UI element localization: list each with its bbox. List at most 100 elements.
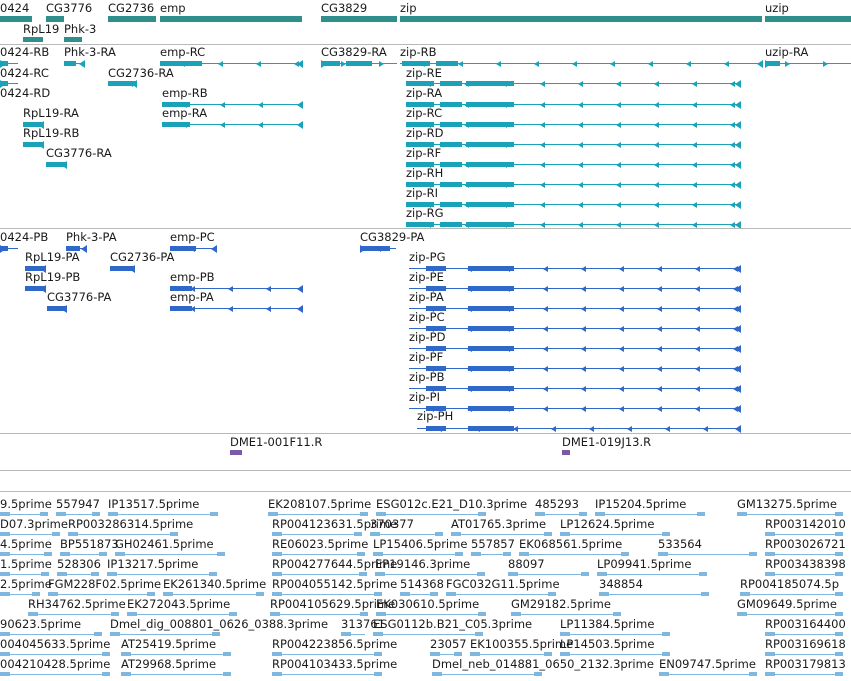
est-feature[interactable] [376, 612, 386, 616]
est-feature[interactable] [44, 552, 52, 556]
est-feature[interactable] [341, 632, 351, 636]
transcript-zip-rh-exon[interactable] [466, 182, 514, 187]
est-feature[interactable] [701, 592, 709, 596]
est-feature[interactable] [272, 552, 282, 556]
protein-emp-pa-exon[interactable] [170, 306, 192, 311]
est-feature[interactable] [835, 532, 843, 536]
protein-emp-pc-exon[interactable] [170, 246, 196, 251]
transcript-zip-rc-exon[interactable] [406, 122, 434, 127]
gene-rpl19[interactable] [23, 37, 43, 42]
est-feature[interactable] [376, 512, 386, 516]
est-feature[interactable] [621, 552, 629, 556]
transcript-zip-rg-exon[interactable] [440, 222, 462, 227]
est-feature[interactable] [108, 512, 118, 516]
est-feature[interactable] [229, 612, 237, 616]
transcript-zip-rd-exon[interactable] [466, 142, 514, 147]
transcript-cg3776-ra-exon[interactable] [46, 162, 66, 167]
est-feature[interactable] [121, 672, 131, 676]
protein-rpl19-pa-exon[interactable] [25, 266, 45, 271]
protein-zip-pe-exon[interactable] [426, 286, 446, 291]
transcript-phk3-ra-exon[interactable] [64, 61, 76, 66]
gene-zip[interactable] [400, 16, 762, 22]
protein-zip-pf-exon[interactable] [468, 366, 514, 371]
est-feature[interactable] [40, 512, 48, 516]
transcript-cg3829-ra-exon[interactable] [346, 61, 372, 66]
est-feature[interactable] [32, 592, 40, 596]
est-feature[interactable] [92, 512, 100, 516]
est-feature[interactable] [835, 512, 843, 516]
est-feature[interactable] [210, 512, 218, 516]
gene-0424[interactable] [0, 16, 32, 22]
est-feature[interactable] [121, 652, 131, 656]
est-feature[interactable] [373, 552, 383, 556]
protein-zip-pa-exon[interactable] [426, 306, 446, 311]
transcript-emp-rb-exon[interactable] [162, 102, 190, 107]
transcript-zip-rd-exon[interactable] [406, 142, 434, 147]
est-feature[interactable] [544, 532, 552, 536]
protein-zip-pi-exon[interactable] [426, 406, 446, 411]
est-feature[interactable] [835, 592, 843, 596]
est-feature[interactable] [256, 592, 264, 596]
transcript-cg3829-ra-exon[interactable] [321, 61, 340, 66]
est-feature[interactable] [475, 632, 483, 636]
protein-cg3776-pa-exon[interactable] [47, 306, 66, 311]
est-feature[interactable] [359, 572, 367, 576]
est-feature[interactable] [534, 672, 542, 676]
est-feature[interactable] [599, 592, 609, 596]
est-feature[interactable] [373, 632, 383, 636]
protein-phk3-pa-exon[interactable] [66, 246, 80, 251]
est-feature[interactable] [835, 572, 843, 576]
est-feature[interactable] [749, 552, 757, 556]
est-feature[interactable] [400, 592, 410, 596]
est-feature[interactable] [455, 552, 463, 556]
transcript-zip-re-exon[interactable] [406, 81, 434, 86]
est-feature[interactable] [99, 552, 107, 556]
est-feature[interactable] [579, 512, 587, 516]
est-feature[interactable] [48, 592, 58, 596]
est-feature[interactable] [697, 512, 705, 516]
protein-zip-pb-exon[interactable] [468, 386, 514, 391]
protein-zip-ph-exon[interactable] [468, 426, 514, 431]
protein-emp-pb-exon[interactable] [170, 286, 192, 291]
transcript-zip-rh-exon[interactable] [440, 182, 462, 187]
transcript-zip-rh-exon[interactable] [406, 182, 434, 187]
est-feature[interactable] [209, 572, 217, 576]
gene-uzip[interactable] [765, 16, 851, 22]
est-feature[interactable] [0, 592, 10, 596]
est-feature[interactable] [765, 632, 775, 636]
est-feature[interactable] [270, 612, 280, 616]
transcript-cg2736-ra-exon[interactable] [108, 81, 136, 86]
transcript-zip-rg-exon[interactable] [466, 222, 514, 227]
transcript-zip-ra-exon[interactable] [406, 102, 434, 107]
protein-cg3829-pa-exon[interactable] [360, 246, 390, 251]
est-feature[interactable] [272, 672, 282, 676]
est-feature[interactable] [102, 652, 110, 656]
est-feature[interactable] [41, 572, 49, 576]
est-feature[interactable] [478, 512, 486, 516]
protein-cg2736-pa-exon[interactable] [110, 266, 134, 271]
transcript-emp-ra-exon[interactable] [162, 122, 190, 127]
est-feature[interactable] [374, 672, 382, 676]
est-feature[interactable] [430, 592, 438, 596]
est-feature[interactable] [508, 572, 518, 576]
transcript-zip-re-exon[interactable] [440, 81, 462, 86]
transcript-rpl19-ra-exon[interactable] [23, 122, 43, 127]
est-feature[interactable] [435, 532, 443, 536]
est-feature[interactable] [659, 672, 669, 676]
protein-zip-pb-exon[interactable] [426, 386, 446, 391]
transcript-zip-ri-exon[interactable] [466, 202, 514, 207]
est-feature[interactable] [699, 572, 707, 576]
protein-zip-pa-exon[interactable] [468, 306, 514, 311]
protein-zip-ph-exon[interactable] [426, 426, 446, 431]
clone-dme1-019j13[interactable] [562, 450, 570, 455]
transcript-zip-ri-exon[interactable] [406, 202, 434, 207]
transcript-zip-rf-exon[interactable] [406, 162, 434, 167]
est-feature[interactable] [446, 592, 456, 596]
est-feature[interactable] [272, 532, 282, 536]
protein-rpl19-pb-exon[interactable] [25, 286, 45, 291]
est-feature[interactable] [0, 552, 10, 556]
est-feature[interactable] [91, 572, 99, 576]
est-feature[interactable] [374, 652, 382, 656]
est-feature[interactable] [223, 652, 231, 656]
transcript-zip-rc-exon[interactable] [440, 122, 462, 127]
